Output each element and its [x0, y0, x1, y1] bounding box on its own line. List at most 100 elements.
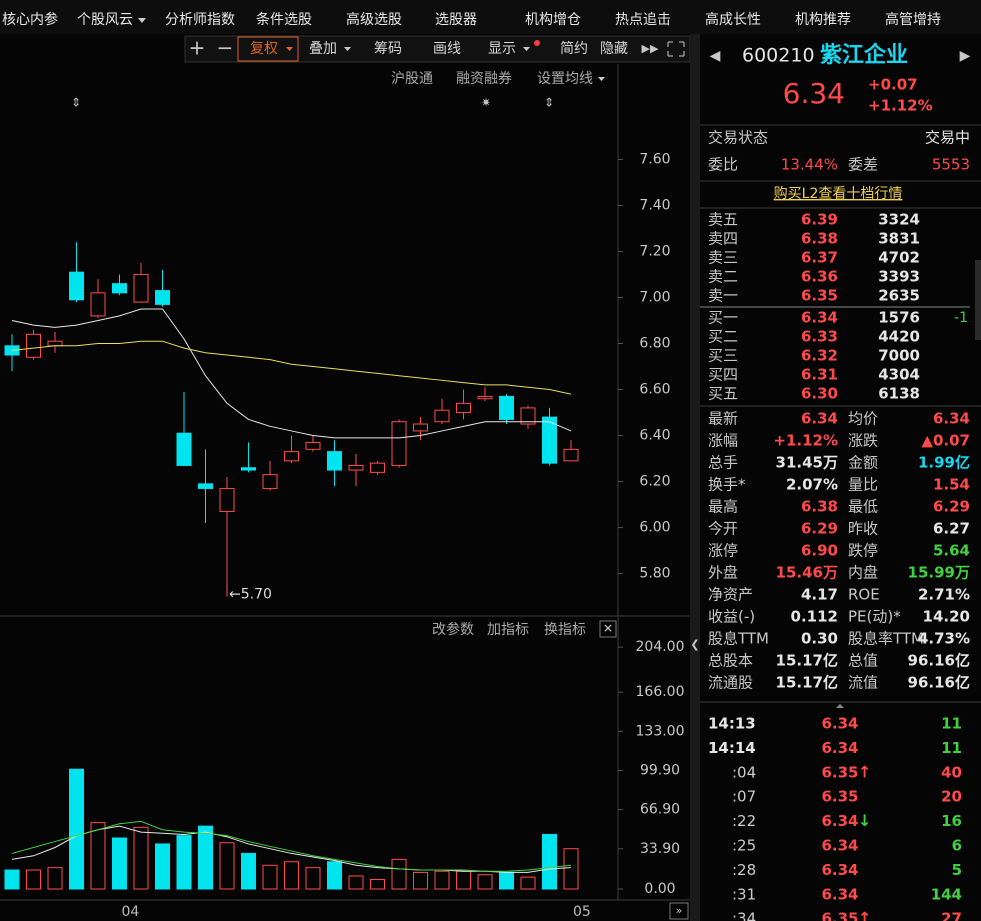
trade-arrow: ↓ — [858, 811, 871, 830]
toolbar-button[interactable]: 叠加 — [309, 41, 337, 57]
close-box[interactable] — [599, 620, 617, 638]
y-tick-label: 7.20 — [639, 243, 670, 259]
volume-bar — [434, 870, 450, 890]
book-label: 卖一 — [708, 287, 738, 305]
fullscreen-icon[interactable] — [667, 41, 685, 57]
dropdown-icon — [598, 77, 605, 81]
book-volume: 2635 — [878, 287, 920, 305]
stat-label: 涨跌 — [848, 432, 878, 450]
volume-bar — [520, 876, 536, 890]
toolbar-button[interactable]: 筹码 — [374, 40, 402, 57]
candle-body — [520, 407, 536, 425]
volume-bar — [112, 837, 127, 890]
sub-toolbar-link[interactable]: 融资融券 — [456, 71, 512, 87]
volume-bar — [477, 874, 493, 890]
book-volume: 4702 — [878, 249, 920, 267]
volume-bar — [26, 869, 41, 890]
menu-bar — [0, 0, 981, 34]
stat-label: 涨幅 — [708, 432, 738, 450]
stat-value: 0.30 — [801, 630, 838, 648]
toolbar-button[interactable]: 简约 — [560, 40, 588, 57]
book-label: 买五 — [708, 385, 738, 403]
zoom-out[interactable]: − — [217, 36, 234, 60]
trade-price: 6.34 — [821, 837, 858, 855]
trade-price: 6.35 — [821, 910, 858, 921]
stat-value: 15.99万 — [908, 564, 970, 582]
event-marker[interactable]: ⇕ — [544, 96, 554, 110]
volume-bar — [155, 843, 170, 890]
y-tick-label: 133.00 — [636, 723, 685, 739]
menu-item[interactable]: 机构增仓 — [525, 12, 581, 28]
candle-body — [499, 395, 514, 420]
menu-item[interactable]: 高管增持 — [885, 11, 941, 28]
book-label: 卖三 — [708, 249, 738, 267]
close-icon[interactable]: ✕ — [603, 622, 613, 636]
book-label: 买四 — [708, 366, 738, 384]
book-price: 6.38 — [801, 230, 838, 248]
y-tick-label: 7.40 — [639, 197, 670, 213]
book-price: 6.32 — [801, 347, 838, 365]
candle-body — [155, 290, 170, 305]
indicator-button[interactable]: 加指标 — [487, 622, 529, 638]
candle-body — [284, 451, 299, 462]
stat-label: 股息TTM — [708, 630, 769, 648]
toolbar-button[interactable]: 画线 — [433, 41, 461, 57]
toolbar-button[interactable]: 隐藏 — [600, 41, 628, 57]
sub-toolbar-link[interactable]: 设置均线 — [537, 71, 593, 87]
low-annotation: ←5.70 — [229, 587, 272, 603]
menu-item[interactable]: 热点追击 — [615, 12, 671, 28]
scroll-icon[interactable]: » — [676, 904, 683, 917]
trade-price: 6.34 — [821, 739, 858, 757]
expand-icon[interactable] — [836, 704, 844, 708]
stat-label: 总股本 — [708, 652, 753, 670]
volume-bar — [284, 861, 299, 890]
indicator-button[interactable]: 换指标 — [544, 621, 586, 638]
menu-item[interactable]: 条件选股 — [256, 11, 312, 28]
trade-volume: 6 — [952, 837, 962, 855]
trade-price: 6.35 — [821, 763, 858, 781]
splitter-arrow[interactable]: ❮ — [690, 638, 699, 651]
volume-bar — [198, 825, 213, 890]
candle-body — [542, 416, 557, 464]
dropdown-icon — [344, 47, 351, 51]
notice-dot — [534, 40, 540, 46]
menu-item[interactable]: 选股器 — [435, 12, 477, 28]
book-volume: 1576 — [878, 309, 920, 327]
event-marker[interactable]: ⇕ — [71, 96, 81, 110]
dropdown-icon — [523, 47, 530, 51]
menu-item[interactable]: 高成长性 — [705, 11, 761, 28]
volume-bar — [391, 858, 407, 890]
volume-bar — [370, 879, 385, 890]
zoom-in[interactable]: + — [189, 36, 206, 60]
menu-item[interactable]: 分析师指数 — [165, 12, 235, 28]
scroll-box[interactable] — [669, 902, 689, 920]
indicator-button[interactable]: 改参数 — [432, 621, 474, 638]
y-tick-label: 0.00 — [644, 881, 675, 897]
splitter[interactable] — [690, 34, 700, 921]
menu-item[interactable]: 高级选股 — [346, 11, 402, 28]
l2-link[interactable]: 购买L2查看十档行情 — [774, 186, 903, 202]
next-stock[interactable]: ▶ — [960, 48, 971, 64]
volume-bar — [69, 768, 84, 890]
prev-stock[interactable]: ◀ — [710, 48, 721, 64]
book-label: 买一 — [708, 309, 738, 327]
scrollbar[interactable] — [975, 260, 981, 340]
volume-bar — [47, 867, 63, 890]
toolbar-button[interactable]: 显示 — [488, 41, 516, 57]
volume-bar — [241, 852, 256, 890]
sub-toolbar-link[interactable]: 沪股通 — [391, 71, 433, 87]
menu-item[interactable]: 个股风云 — [77, 12, 133, 28]
trade-volume: 40 — [941, 763, 962, 781]
trade-volume: 27 — [941, 910, 962, 921]
trade-time: :28 — [732, 861, 756, 879]
candle-body — [133, 273, 149, 303]
candle-body — [69, 271, 84, 301]
candle-body — [262, 474, 278, 489]
trade-volume: 11 — [941, 739, 962, 757]
trade-arrow: ↑ — [858, 909, 871, 921]
toolbar-button[interactable]: 复权 — [250, 40, 278, 57]
event-marker[interactable]: ✷ — [481, 96, 491, 110]
menu-item[interactable]: 机构推荐 — [795, 12, 851, 28]
menu-item[interactable]: 核心内参 — [2, 11, 58, 28]
stat-label: 净资产 — [708, 586, 753, 604]
